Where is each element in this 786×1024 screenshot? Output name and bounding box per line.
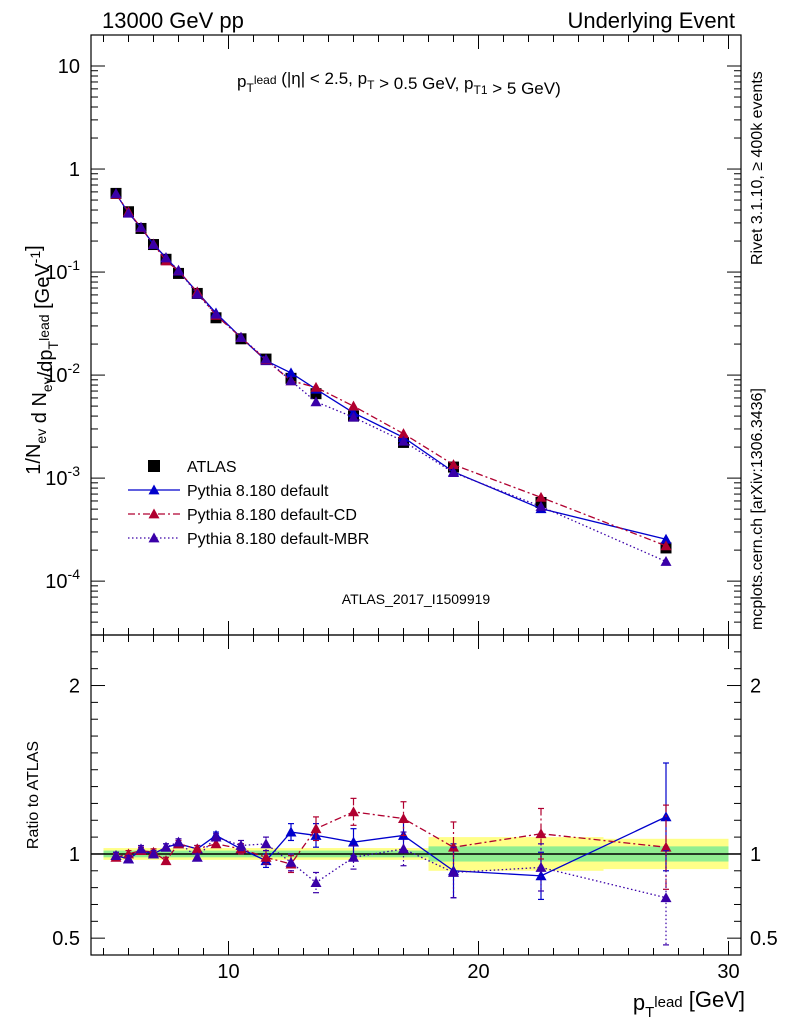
rivet-label: Rivet 3.1.10, ≥ 400k events <box>749 71 766 265</box>
series-3 <box>110 188 672 566</box>
data-point <box>235 331 247 342</box>
ratio-y-tick-label: 0.5 <box>52 928 80 950</box>
ratio-point <box>110 850 122 861</box>
data-point <box>310 396 322 407</box>
y-tick-label: 1 <box>69 159 80 181</box>
legend-label: Pythia 8.180 default-MBR <box>187 531 369 548</box>
main-panel: 10 1 10-1 10-2 10-3 10-4 <box>45 34 741 636</box>
ratio-y-tick-label: 2 <box>69 676 80 698</box>
header-left: 13000 GeV pp <box>102 8 244 33</box>
y-tick-label: 10-4 <box>45 566 80 593</box>
data-point <box>285 375 297 386</box>
data-point <box>660 533 672 544</box>
data-point <box>310 388 322 400</box>
main-watermark: ATLAS_2017_I1509919 <box>342 591 491 607</box>
ratio-point <box>191 851 203 862</box>
ratio-point <box>191 843 203 854</box>
legend-marker <box>148 508 160 519</box>
data-point <box>448 459 459 470</box>
data-point <box>191 288 203 299</box>
ratio-series-2 <box>110 831 672 946</box>
main-title: pTlead (|η| < 2.5, pT > 0.5 GeV, pT1 > 5… <box>237 69 561 98</box>
y-tick-label: 10-1 <box>45 257 80 284</box>
ratio-point <box>160 841 172 852</box>
header-right: Underlying Event <box>567 8 735 33</box>
legend-marker <box>148 484 160 495</box>
ratio-point <box>148 848 159 859</box>
ratio-point <box>260 851 272 862</box>
data-point <box>398 428 409 439</box>
ratio-point <box>348 836 359 847</box>
ratio-point <box>448 866 459 877</box>
data-point <box>285 367 297 378</box>
ratio-point <box>135 843 147 854</box>
data-point <box>310 381 322 392</box>
ratio-point <box>348 851 359 862</box>
ratio-point <box>535 861 547 872</box>
ratio-point <box>660 841 672 852</box>
ratio-y-axis-label: Ratio to ATLAS <box>25 741 42 849</box>
x-axis-label: pTlead [GeV] <box>633 987 745 1021</box>
mcplots-label: mcplots.cern.ch [arXiv:1306.3436] <box>749 388 766 630</box>
ratio-point <box>535 870 547 881</box>
ratio-point <box>285 826 297 837</box>
ratio-frame <box>90 634 742 956</box>
legend-marker <box>148 460 160 472</box>
data-point <box>660 540 672 551</box>
y-tick-label: 10 <box>58 56 80 78</box>
data-point <box>535 501 547 511</box>
data-point <box>348 411 359 422</box>
data-point <box>110 188 122 199</box>
data-point <box>448 467 459 478</box>
ratio-point <box>210 838 222 849</box>
ratio-point <box>398 843 409 854</box>
ratio-point <box>660 892 672 903</box>
data-point <box>660 556 672 566</box>
ratio-point <box>535 828 547 839</box>
data-point <box>135 221 147 232</box>
x-tick-label: 30 <box>717 961 739 983</box>
y-tick-label: 10-3 <box>45 463 80 490</box>
data-point <box>160 252 172 263</box>
x-tick-label: 20 <box>467 961 489 983</box>
data-point <box>398 435 409 446</box>
ratio-point <box>210 831 222 842</box>
ratio-y-tick-label-right: 0.5 <box>750 928 778 950</box>
ratio-point <box>310 823 322 834</box>
ratio-y-tick-label-right: 1 <box>750 844 761 866</box>
ratio-y-tick-label: 1 <box>69 844 80 866</box>
legend: ATLAS Pythia 8.180 default Pythia 8.180 de… <box>128 459 369 548</box>
ratio-panel: 0.5 0.5 1 1 2 2 10 20 30 <box>52 635 778 983</box>
ratio-point <box>310 877 322 887</box>
main-y-axis-label: 1/Nev d Nev/dpTlead [GeV-1] <box>23 245 61 474</box>
legend-label: ATLAS <box>187 459 237 476</box>
ratio-point <box>348 806 359 817</box>
ratio-point <box>173 836 184 847</box>
ratio-series-0 <box>110 762 672 901</box>
ratio-point <box>285 856 297 867</box>
legend-label: Pythia 8.180 default-CD <box>187 507 357 524</box>
data-point <box>260 353 272 364</box>
series-line <box>115 193 667 563</box>
x-tick-label: 10 <box>217 961 239 983</box>
data-point <box>535 491 547 502</box>
y-tick-label: 10-2 <box>45 360 80 387</box>
legend-marker <box>148 532 160 543</box>
ratio-point <box>235 840 247 850</box>
legend-label: Pythia 8.180 default <box>187 483 329 500</box>
ratio-point <box>398 813 409 823</box>
data-point <box>210 308 222 319</box>
data-point <box>173 264 184 275</box>
data-point <box>148 239 159 249</box>
data-point <box>123 207 134 218</box>
data-point <box>348 400 359 411</box>
ratio-y-tick-label-right: 2 <box>750 676 761 698</box>
ratio-point <box>160 855 172 866</box>
ratio-point <box>260 838 272 849</box>
ratio-point <box>123 853 134 864</box>
